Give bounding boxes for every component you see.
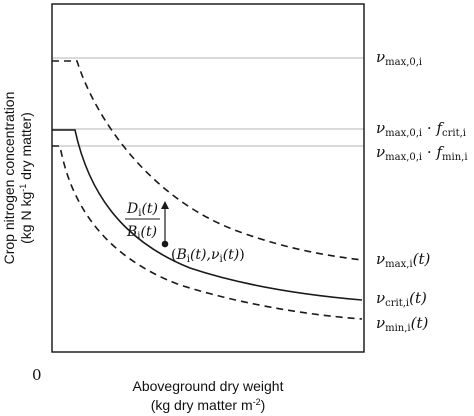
x-axis-title-line1: Aboveground dry weight [133, 378, 284, 394]
fraction-numerator: Di(t) [126, 201, 158, 219]
vcrit-dilution-curve [52, 129, 363, 301]
fraction-denominator: Bi(t) [126, 224, 157, 242]
label-vmax0: νmax,0,i [376, 48, 422, 68]
vmin-dilution-curve [52, 145, 363, 320]
label-vmax-t: νmax,i(t) [376, 250, 430, 270]
y-axis-title-line1: Crop nitrogen concentration [1, 92, 17, 265]
y-axis-title-line2: (kg N kg-1 dry matter) [18, 112, 34, 244]
plot-frame [51, 3, 365, 353]
label-vmin0: νmax,0,i · fmin,i [376, 143, 468, 163]
growth-arrow-head [161, 201, 169, 209]
label-vcrit-t: νcrit,i(t) [376, 289, 427, 309]
origin-label: 0 [32, 366, 42, 384]
vmax-dilution-curve [52, 60, 363, 261]
state-point-label: (Bi(t),νi(t)) [171, 247, 245, 265]
label-vcrit0: νmax,0,i · fcrit,i [376, 119, 466, 139]
x-axis-title-line2: (kg dry matter m-2) [151, 397, 266, 413]
state-point [161, 240, 169, 248]
label-vmin-t: νmin,i(t) [376, 314, 429, 334]
